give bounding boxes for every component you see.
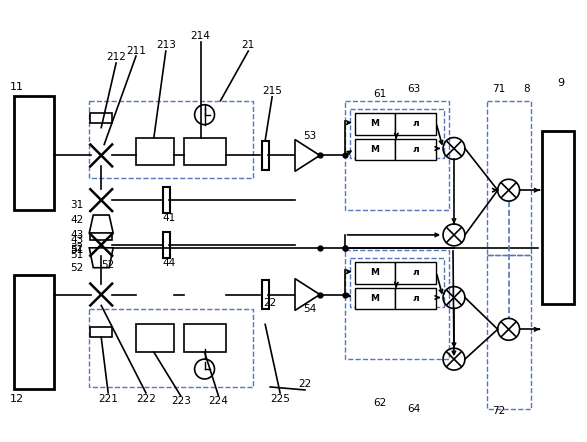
Bar bbox=[350, 109, 444, 158]
Bar bbox=[14, 96, 53, 210]
Text: 41: 41 bbox=[162, 213, 176, 223]
Polygon shape bbox=[89, 248, 113, 268]
Text: 43: 43 bbox=[70, 235, 83, 245]
Text: л: л bbox=[413, 294, 419, 303]
Text: 224: 224 bbox=[208, 396, 228, 406]
Bar bbox=[89, 101, 253, 178]
Text: 61: 61 bbox=[373, 89, 386, 99]
Text: 44: 44 bbox=[162, 258, 176, 268]
Bar bbox=[355, 262, 396, 284]
Text: 22: 22 bbox=[264, 298, 277, 309]
Text: 9: 9 bbox=[556, 78, 564, 88]
Bar bbox=[136, 324, 174, 352]
Text: 212: 212 bbox=[106, 52, 126, 62]
Bar bbox=[163, 187, 170, 213]
Text: 221: 221 bbox=[98, 394, 118, 404]
Bar bbox=[184, 324, 227, 352]
Text: M: M bbox=[370, 145, 379, 154]
Text: M: M bbox=[370, 119, 379, 128]
Text: л: л bbox=[413, 145, 419, 154]
Text: 42: 42 bbox=[70, 215, 83, 225]
Bar bbox=[396, 113, 436, 134]
Bar bbox=[487, 101, 531, 255]
Bar bbox=[262, 141, 269, 170]
Bar bbox=[345, 250, 449, 359]
Text: 12: 12 bbox=[10, 394, 24, 404]
Text: 71: 71 bbox=[492, 84, 505, 94]
Bar bbox=[355, 138, 396, 160]
Text: M: M bbox=[370, 268, 379, 277]
Polygon shape bbox=[89, 215, 113, 233]
Text: 54: 54 bbox=[303, 305, 316, 314]
Text: 53: 53 bbox=[303, 130, 316, 141]
Bar bbox=[184, 137, 227, 165]
Text: 51: 51 bbox=[70, 245, 83, 255]
Text: 211: 211 bbox=[126, 46, 146, 56]
Bar bbox=[487, 255, 531, 409]
Bar bbox=[90, 328, 112, 337]
Bar bbox=[345, 101, 449, 210]
Text: 215: 215 bbox=[262, 86, 282, 96]
Bar bbox=[136, 137, 174, 165]
Bar bbox=[396, 262, 436, 284]
Bar bbox=[163, 232, 170, 258]
Bar bbox=[89, 309, 253, 387]
Text: 31: 31 bbox=[70, 200, 83, 210]
Text: л: л bbox=[413, 268, 419, 277]
Polygon shape bbox=[295, 140, 320, 171]
Bar bbox=[90, 230, 112, 240]
Bar bbox=[90, 113, 112, 122]
Text: 22: 22 bbox=[298, 379, 312, 389]
Text: 51: 51 bbox=[70, 250, 83, 260]
Text: 223: 223 bbox=[171, 396, 191, 406]
Text: 21: 21 bbox=[242, 40, 255, 50]
Text: 62: 62 bbox=[373, 398, 386, 408]
Bar bbox=[350, 258, 444, 308]
Text: 72: 72 bbox=[492, 406, 505, 416]
Text: 32: 32 bbox=[70, 243, 83, 253]
Bar bbox=[355, 288, 396, 309]
Polygon shape bbox=[295, 278, 320, 310]
Text: 43: 43 bbox=[70, 230, 83, 240]
Text: 52: 52 bbox=[101, 260, 114, 270]
Text: 11: 11 bbox=[10, 82, 24, 92]
Text: 225: 225 bbox=[270, 394, 290, 404]
Text: 8: 8 bbox=[523, 84, 530, 94]
Bar bbox=[14, 274, 53, 389]
Text: 214: 214 bbox=[191, 31, 211, 41]
Bar bbox=[542, 130, 574, 305]
Bar bbox=[355, 113, 396, 134]
Bar bbox=[396, 138, 436, 160]
Text: 63: 63 bbox=[407, 84, 421, 94]
Text: 52: 52 bbox=[70, 263, 83, 273]
Text: 213: 213 bbox=[156, 40, 176, 50]
Bar bbox=[396, 288, 436, 309]
Text: M: M bbox=[370, 294, 379, 303]
Text: л: л bbox=[413, 119, 419, 128]
Text: 222: 222 bbox=[136, 394, 156, 404]
Bar bbox=[262, 280, 269, 309]
Text: 64: 64 bbox=[407, 404, 421, 414]
Text: 51: 51 bbox=[70, 245, 83, 255]
